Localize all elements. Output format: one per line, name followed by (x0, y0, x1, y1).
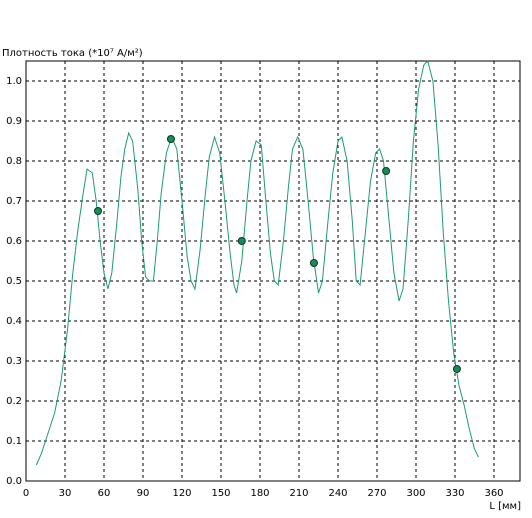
y-tick-label: 0.6 (6, 236, 22, 247)
y-tick-label: 0.2 (6, 396, 22, 407)
y-tick-label: 1.0 (6, 76, 22, 87)
data-point (94, 207, 103, 215)
data-point (309, 259, 318, 267)
y-tick-label: 0.9 (6, 116, 22, 127)
x-tick-label: 180 (250, 488, 269, 499)
x-tick-label: 240 (328, 488, 347, 499)
x-tick-label: 90 (137, 488, 150, 499)
y-tick-label: 0.7 (6, 196, 22, 207)
x-tick-label: 270 (367, 488, 386, 499)
data-point (382, 167, 391, 175)
x-tick-label: 120 (172, 488, 191, 499)
x-tick-label: 0 (23, 488, 29, 499)
y-tick-label: 0.0 (6, 476, 22, 487)
y-axis-label: Плотность тока (*10⁷ А/м²) (2, 48, 143, 59)
y-tick-label: 0.4 (6, 316, 22, 327)
x-axis-label: L [мм] (489, 501, 521, 512)
y-tick-label: 0.5 (6, 276, 22, 287)
data-line (35, 60, 479, 466)
data-point (452, 365, 461, 373)
x-tick-label: 330 (445, 488, 464, 499)
y-tick-label: 0.3 (6, 356, 22, 367)
x-tick-label: 360 (484, 488, 503, 499)
y-tick-label: 0.8 (6, 156, 22, 167)
x-tick-label: 150 (211, 488, 230, 499)
data-point (237, 237, 246, 245)
data-point (166, 135, 175, 143)
x-tick-label: 300 (406, 488, 425, 499)
x-tick-label: 210 (289, 488, 308, 499)
x-tick-label: 60 (98, 488, 111, 499)
x-tick-label: 30 (59, 488, 72, 499)
y-tick-label: 0.1 (6, 436, 22, 447)
